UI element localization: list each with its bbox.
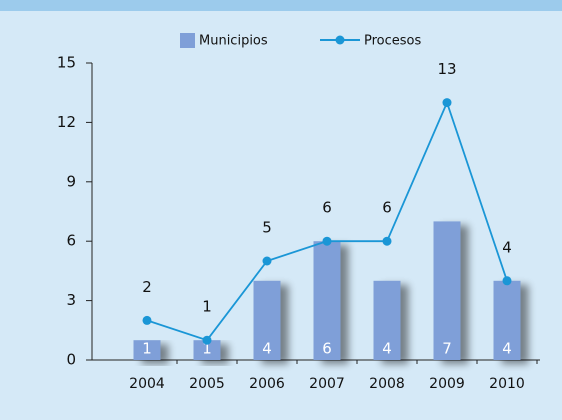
legend-swatch [180, 33, 195, 48]
line-label: 13 [437, 60, 456, 78]
line-label: 4 [502, 238, 512, 256]
y-tick-label: 3 [66, 291, 76, 309]
y-tick-label: 15 [57, 54, 76, 72]
line-point [322, 236, 332, 246]
bar-label: 6 [322, 340, 332, 358]
legend: Municipios Procesos [180, 33, 421, 49]
legend-dot [335, 35, 345, 45]
x-tick-label: 2007 [309, 376, 345, 392]
y-tick-label: 6 [66, 232, 76, 250]
x-tick-label: 2009 [429, 376, 465, 392]
bar-label: 1 [142, 340, 152, 358]
line-point [382, 236, 392, 246]
bar [433, 221, 461, 360]
bar [313, 241, 341, 360]
x-tick-label: 2004 [129, 376, 165, 392]
x-tick-label: 2005 [189, 376, 225, 392]
line-label: 6 [322, 199, 332, 217]
bar-label: 7 [442, 340, 452, 358]
bar [493, 280, 521, 360]
line-label: 5 [262, 219, 272, 237]
line-point [442, 98, 452, 108]
legend-label: Municipios [199, 34, 268, 49]
bar-label: 4 [262, 340, 272, 358]
top-strip [0, 0, 562, 11]
y-tick-label: 9 [66, 172, 76, 190]
bar [373, 280, 401, 360]
x-tick-label: 2010 [489, 376, 525, 392]
line-label: 6 [382, 199, 392, 217]
x-tick-label: 2008 [369, 376, 405, 392]
bar-label: 4 [502, 340, 512, 358]
line-point [142, 315, 152, 325]
bar [133, 340, 161, 360]
bar-label: 1 [202, 340, 212, 358]
bar [253, 280, 281, 360]
bar [193, 340, 221, 360]
line-label: 2 [142, 278, 152, 296]
line-point [502, 276, 512, 286]
bar-label: 4 [382, 340, 392, 358]
x-tick-label: 2006 [249, 376, 285, 392]
line-point [262, 256, 272, 266]
legend-label: Procesos [364, 34, 421, 49]
line-point [202, 335, 212, 345]
y-tick-label: 0 [66, 351, 76, 369]
line-label: 1 [202, 298, 212, 316]
y-tick-label: 12 [57, 113, 76, 131]
